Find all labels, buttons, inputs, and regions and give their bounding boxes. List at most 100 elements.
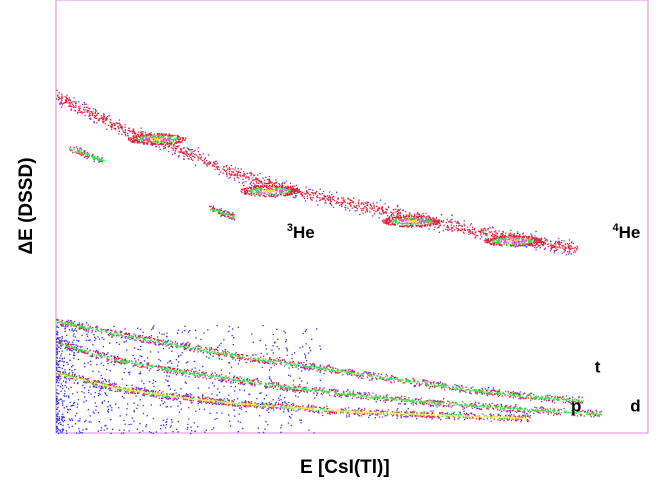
scatter-point xyxy=(262,431,265,434)
scatter-point xyxy=(562,397,564,400)
scatter-point xyxy=(124,337,127,339)
scatter-point xyxy=(239,357,241,359)
scatter-point xyxy=(493,404,496,407)
scatter-point xyxy=(497,395,500,398)
scatter-point xyxy=(396,214,398,216)
scatter-point xyxy=(257,357,259,359)
scatter-point xyxy=(442,402,444,404)
scatter-point xyxy=(560,412,563,414)
scatter-point xyxy=(519,394,521,396)
scatter-point xyxy=(570,253,572,255)
scatter-point xyxy=(88,391,90,394)
scatter-point xyxy=(56,319,58,322)
scatter-point xyxy=(271,181,273,183)
scatter-point xyxy=(258,432,260,434)
scatter-point xyxy=(501,410,503,413)
scatter-point xyxy=(578,399,580,401)
scatter-point xyxy=(497,394,499,396)
scatter-point xyxy=(148,335,151,338)
scatter-point xyxy=(274,182,276,184)
scatter-point xyxy=(63,365,65,367)
scatter-point xyxy=(600,414,603,416)
scatter-point xyxy=(63,103,65,105)
scatter-point xyxy=(217,349,219,351)
scatter-point xyxy=(460,388,463,391)
scatter-point xyxy=(344,204,347,206)
scatter-point xyxy=(117,122,119,125)
scatter-point xyxy=(227,399,229,401)
scatter-point xyxy=(337,369,339,372)
scatter-point xyxy=(200,158,202,160)
scatter-point xyxy=(563,407,565,410)
scatter-point xyxy=(478,408,480,410)
scatter-point xyxy=(298,385,300,387)
scatter-point xyxy=(142,331,144,333)
scatter-point xyxy=(360,393,362,395)
scatter-point xyxy=(259,181,262,183)
scatter-point xyxy=(331,370,334,373)
scatter-point xyxy=(292,366,294,369)
scatter-point xyxy=(184,345,186,348)
scatter-point xyxy=(107,329,109,331)
scatter-point xyxy=(57,413,59,415)
scatter-point xyxy=(480,229,482,231)
scatter-point xyxy=(282,359,284,361)
scatter-point xyxy=(212,209,214,211)
scatter-point xyxy=(154,341,157,343)
scatter-point xyxy=(460,387,462,389)
scatter-point xyxy=(470,393,472,395)
scatter-point xyxy=(595,409,597,411)
scatter-point xyxy=(67,325,69,327)
scatter-point xyxy=(369,393,371,395)
scatter-point xyxy=(410,403,412,405)
scatter-point xyxy=(121,334,123,337)
scatter-point xyxy=(414,214,416,217)
scatter-point xyxy=(458,405,460,407)
scatter-point xyxy=(228,414,230,416)
scatter-point xyxy=(136,337,138,340)
scatter-point xyxy=(298,387,300,389)
scatter-point xyxy=(357,202,360,204)
scatter-point xyxy=(260,383,263,385)
scatter-point xyxy=(483,227,485,229)
scatter-point xyxy=(93,120,95,123)
scatter-point xyxy=(406,379,408,382)
scatter-point xyxy=(533,397,535,399)
scatter-point xyxy=(366,210,369,212)
scatter-point xyxy=(244,358,246,361)
scatter-point xyxy=(556,398,558,400)
scatter-point xyxy=(513,393,515,396)
scatter-point xyxy=(268,178,270,180)
scatter-point xyxy=(142,131,144,133)
scatter-point xyxy=(255,378,257,380)
scatter-point xyxy=(193,155,195,157)
scatter-point xyxy=(310,196,312,198)
scatter-point xyxy=(455,388,458,390)
scatter-point xyxy=(138,335,140,338)
scatter-point xyxy=(61,417,63,419)
scatter-point xyxy=(475,389,477,391)
scatter-point xyxy=(437,404,439,406)
scatter-point xyxy=(373,372,375,374)
scatter-point xyxy=(113,335,115,337)
scatter-point xyxy=(187,148,190,150)
scatter-point xyxy=(298,362,301,364)
scatter-point xyxy=(118,343,120,345)
scatter-point xyxy=(184,344,186,346)
scatter-point xyxy=(551,396,553,398)
scatter-point xyxy=(166,405,169,408)
scatter-point xyxy=(102,121,104,124)
scatter-point xyxy=(362,208,364,210)
scatter-point xyxy=(307,388,310,391)
scatter-point xyxy=(318,366,320,369)
scatter-point xyxy=(379,399,381,402)
scatter-point xyxy=(428,221,430,224)
scatter-point xyxy=(548,410,550,412)
scatter-point xyxy=(62,371,65,373)
scatter-point xyxy=(238,379,240,381)
scatter-point xyxy=(81,349,83,351)
scatter-point xyxy=(208,163,210,165)
scatter-point xyxy=(461,225,463,227)
scatter-point xyxy=(93,396,96,398)
scatter-point xyxy=(182,343,184,345)
